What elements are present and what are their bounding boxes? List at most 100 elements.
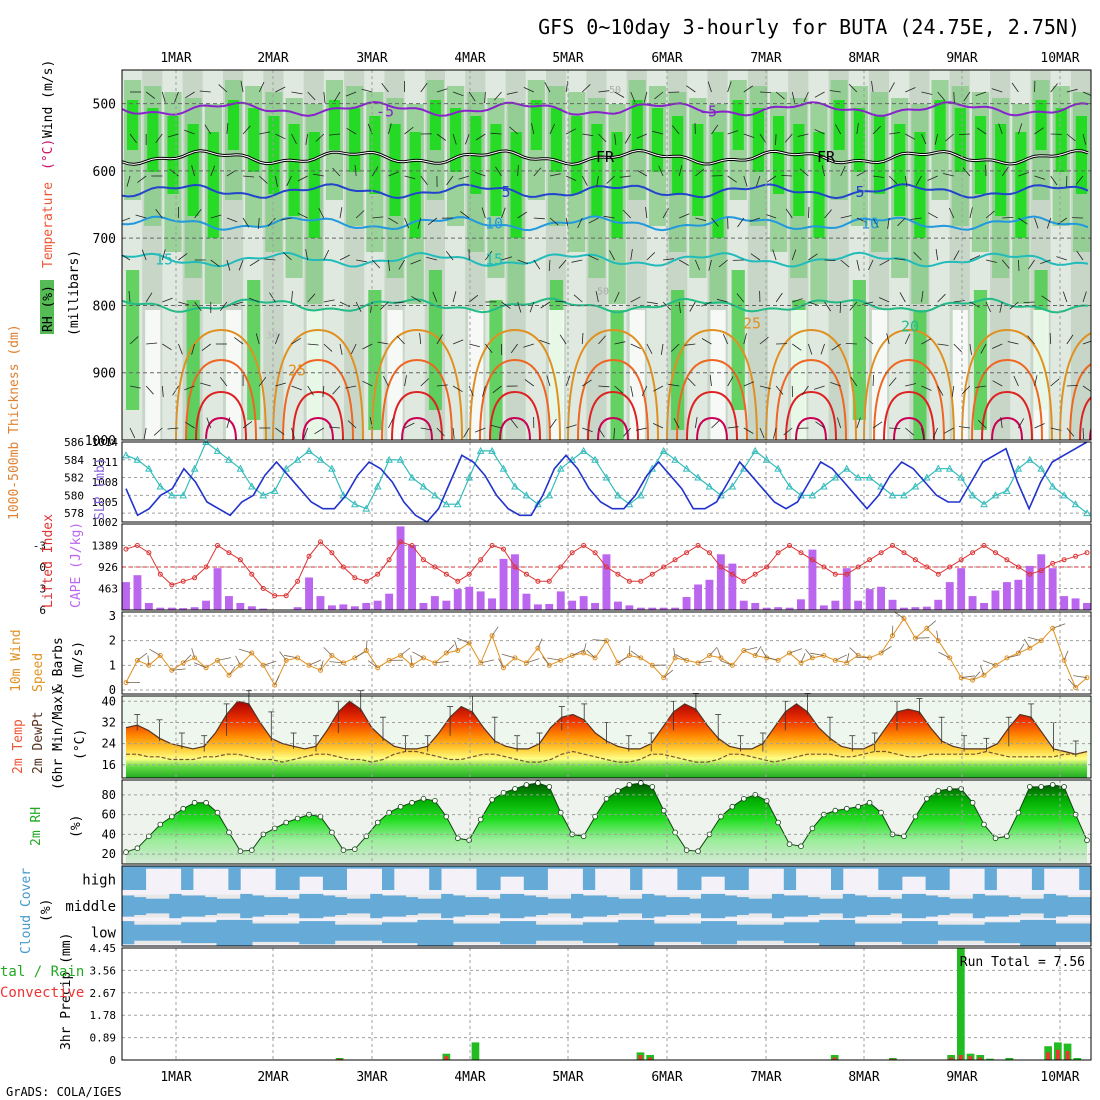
cape-bar — [980, 603, 988, 610]
rh-fill-area — [126, 783, 1087, 864]
wind-barb — [542, 656, 550, 666]
cloud-cell — [996, 866, 1009, 869]
panel-background — [122, 948, 1091, 1060]
rh-band — [995, 124, 1007, 216]
cape-bar — [1048, 568, 1057, 610]
wind-barb — [598, 385, 610, 388]
wind-barb — [662, 258, 675, 261]
ylabel-wind-2: Speed — [31, 653, 46, 692]
rh-point — [683, 847, 690, 853]
cape-bar — [945, 582, 954, 610]
wind-barb — [452, 291, 457, 303]
precip-total-bar — [986, 1058, 994, 1060]
cloud-cell — [417, 866, 430, 869]
cloud-cell — [606, 922, 619, 944]
wind-barb — [850, 376, 858, 387]
lifted-index-point — [912, 557, 918, 563]
cloud-cell — [1008, 866, 1021, 869]
rh-point — [397, 803, 404, 810]
lifted-index-point — [764, 564, 770, 570]
wind-barb — [307, 91, 316, 101]
wind-speed-point — [272, 682, 278, 688]
date-label: 8MAR — [848, 51, 879, 66]
cloud-cell — [216, 919, 229, 946]
credit-label: GrADS: COLA/IGES — [6, 1085, 122, 1099]
rh-point — [946, 786, 953, 792]
wind-barb — [549, 123, 555, 135]
lifted-index-point — [1015, 564, 1021, 570]
precip-total-bar — [957, 948, 965, 1060]
cape-bar — [705, 579, 714, 610]
wind-barb — [491, 626, 499, 636]
wind-barb — [531, 123, 535, 135]
cloud-cell — [630, 866, 643, 890]
rh-point — [386, 809, 392, 816]
wind-barb — [581, 332, 584, 345]
rh-point — [123, 849, 129, 855]
wind-barb — [404, 126, 414, 135]
cloud-cell — [452, 895, 466, 917]
wind-barb — [162, 343, 172, 351]
lifted-index-point — [260, 586, 266, 591]
wind-barb — [938, 651, 950, 659]
cloud-cell — [677, 923, 690, 942]
lifted-index-point — [363, 578, 369, 584]
wind-speed-point — [592, 655, 598, 661]
lifted-tick-label: 3 — [39, 583, 46, 596]
wind-barb — [274, 333, 280, 345]
rh-point — [958, 786, 964, 792]
cloud-cell — [724, 895, 737, 917]
rh-band — [651, 108, 664, 172]
cape-bar — [797, 599, 805, 610]
wind-barb — [775, 385, 784, 395]
cape-bar — [167, 607, 176, 610]
isotherm-label: FR — [817, 148, 836, 166]
wind-barb — [888, 175, 898, 185]
cloud-cell — [642, 866, 655, 869]
slp-tick-label: 1014 — [92, 436, 119, 449]
wind-barb — [280, 217, 292, 221]
wind-barb — [921, 338, 932, 345]
wind-barb — [982, 660, 996, 666]
wind-barb — [992, 343, 1003, 349]
cloud-cell — [1067, 923, 1080, 942]
wind-barb — [143, 427, 147, 439]
date-label: 6MAR — [651, 51, 682, 66]
wind-barb — [1013, 375, 1019, 387]
cloud-cell — [275, 897, 288, 915]
wind-barb — [490, 132, 502, 135]
rh-point — [374, 819, 381, 826]
wind-barb — [1023, 638, 1031, 649]
wind-barb — [759, 385, 771, 390]
precip-conv-bar — [337, 1058, 342, 1060]
cloud-cell — [169, 924, 182, 941]
wind-barb — [240, 81, 244, 93]
rh-point — [1049, 782, 1056, 788]
cloud-cell — [263, 866, 277, 869]
ylabel-temp-1: 2m Temp — [11, 719, 26, 774]
cloud-cell — [712, 921, 726, 945]
thickness-point — [980, 500, 988, 508]
cloud-cell — [1079, 923, 1092, 942]
wind-barb — [436, 88, 448, 93]
wind-barb — [400, 647, 411, 656]
isotherm-label: 5 — [855, 183, 864, 201]
wind-barb — [711, 420, 720, 429]
cloud-cell — [831, 866, 844, 890]
wind-barb — [333, 91, 341, 102]
wind-barb — [323, 343, 333, 352]
wind-barb — [872, 374, 874, 387]
wind-barb — [689, 301, 696, 312]
wind-speed-point — [798, 660, 804, 666]
cloud-cell — [252, 923, 265, 942]
panel-background — [122, 442, 1091, 522]
cloud-cell — [393, 922, 407, 944]
cape-bar — [396, 526, 405, 610]
wind-barb — [1063, 650, 1069, 661]
lifted-index-point — [1038, 568, 1044, 574]
wind-barb — [275, 382, 287, 387]
wind-barb — [980, 343, 987, 354]
wind-barb — [539, 339, 551, 345]
wind-barb — [849, 647, 859, 656]
